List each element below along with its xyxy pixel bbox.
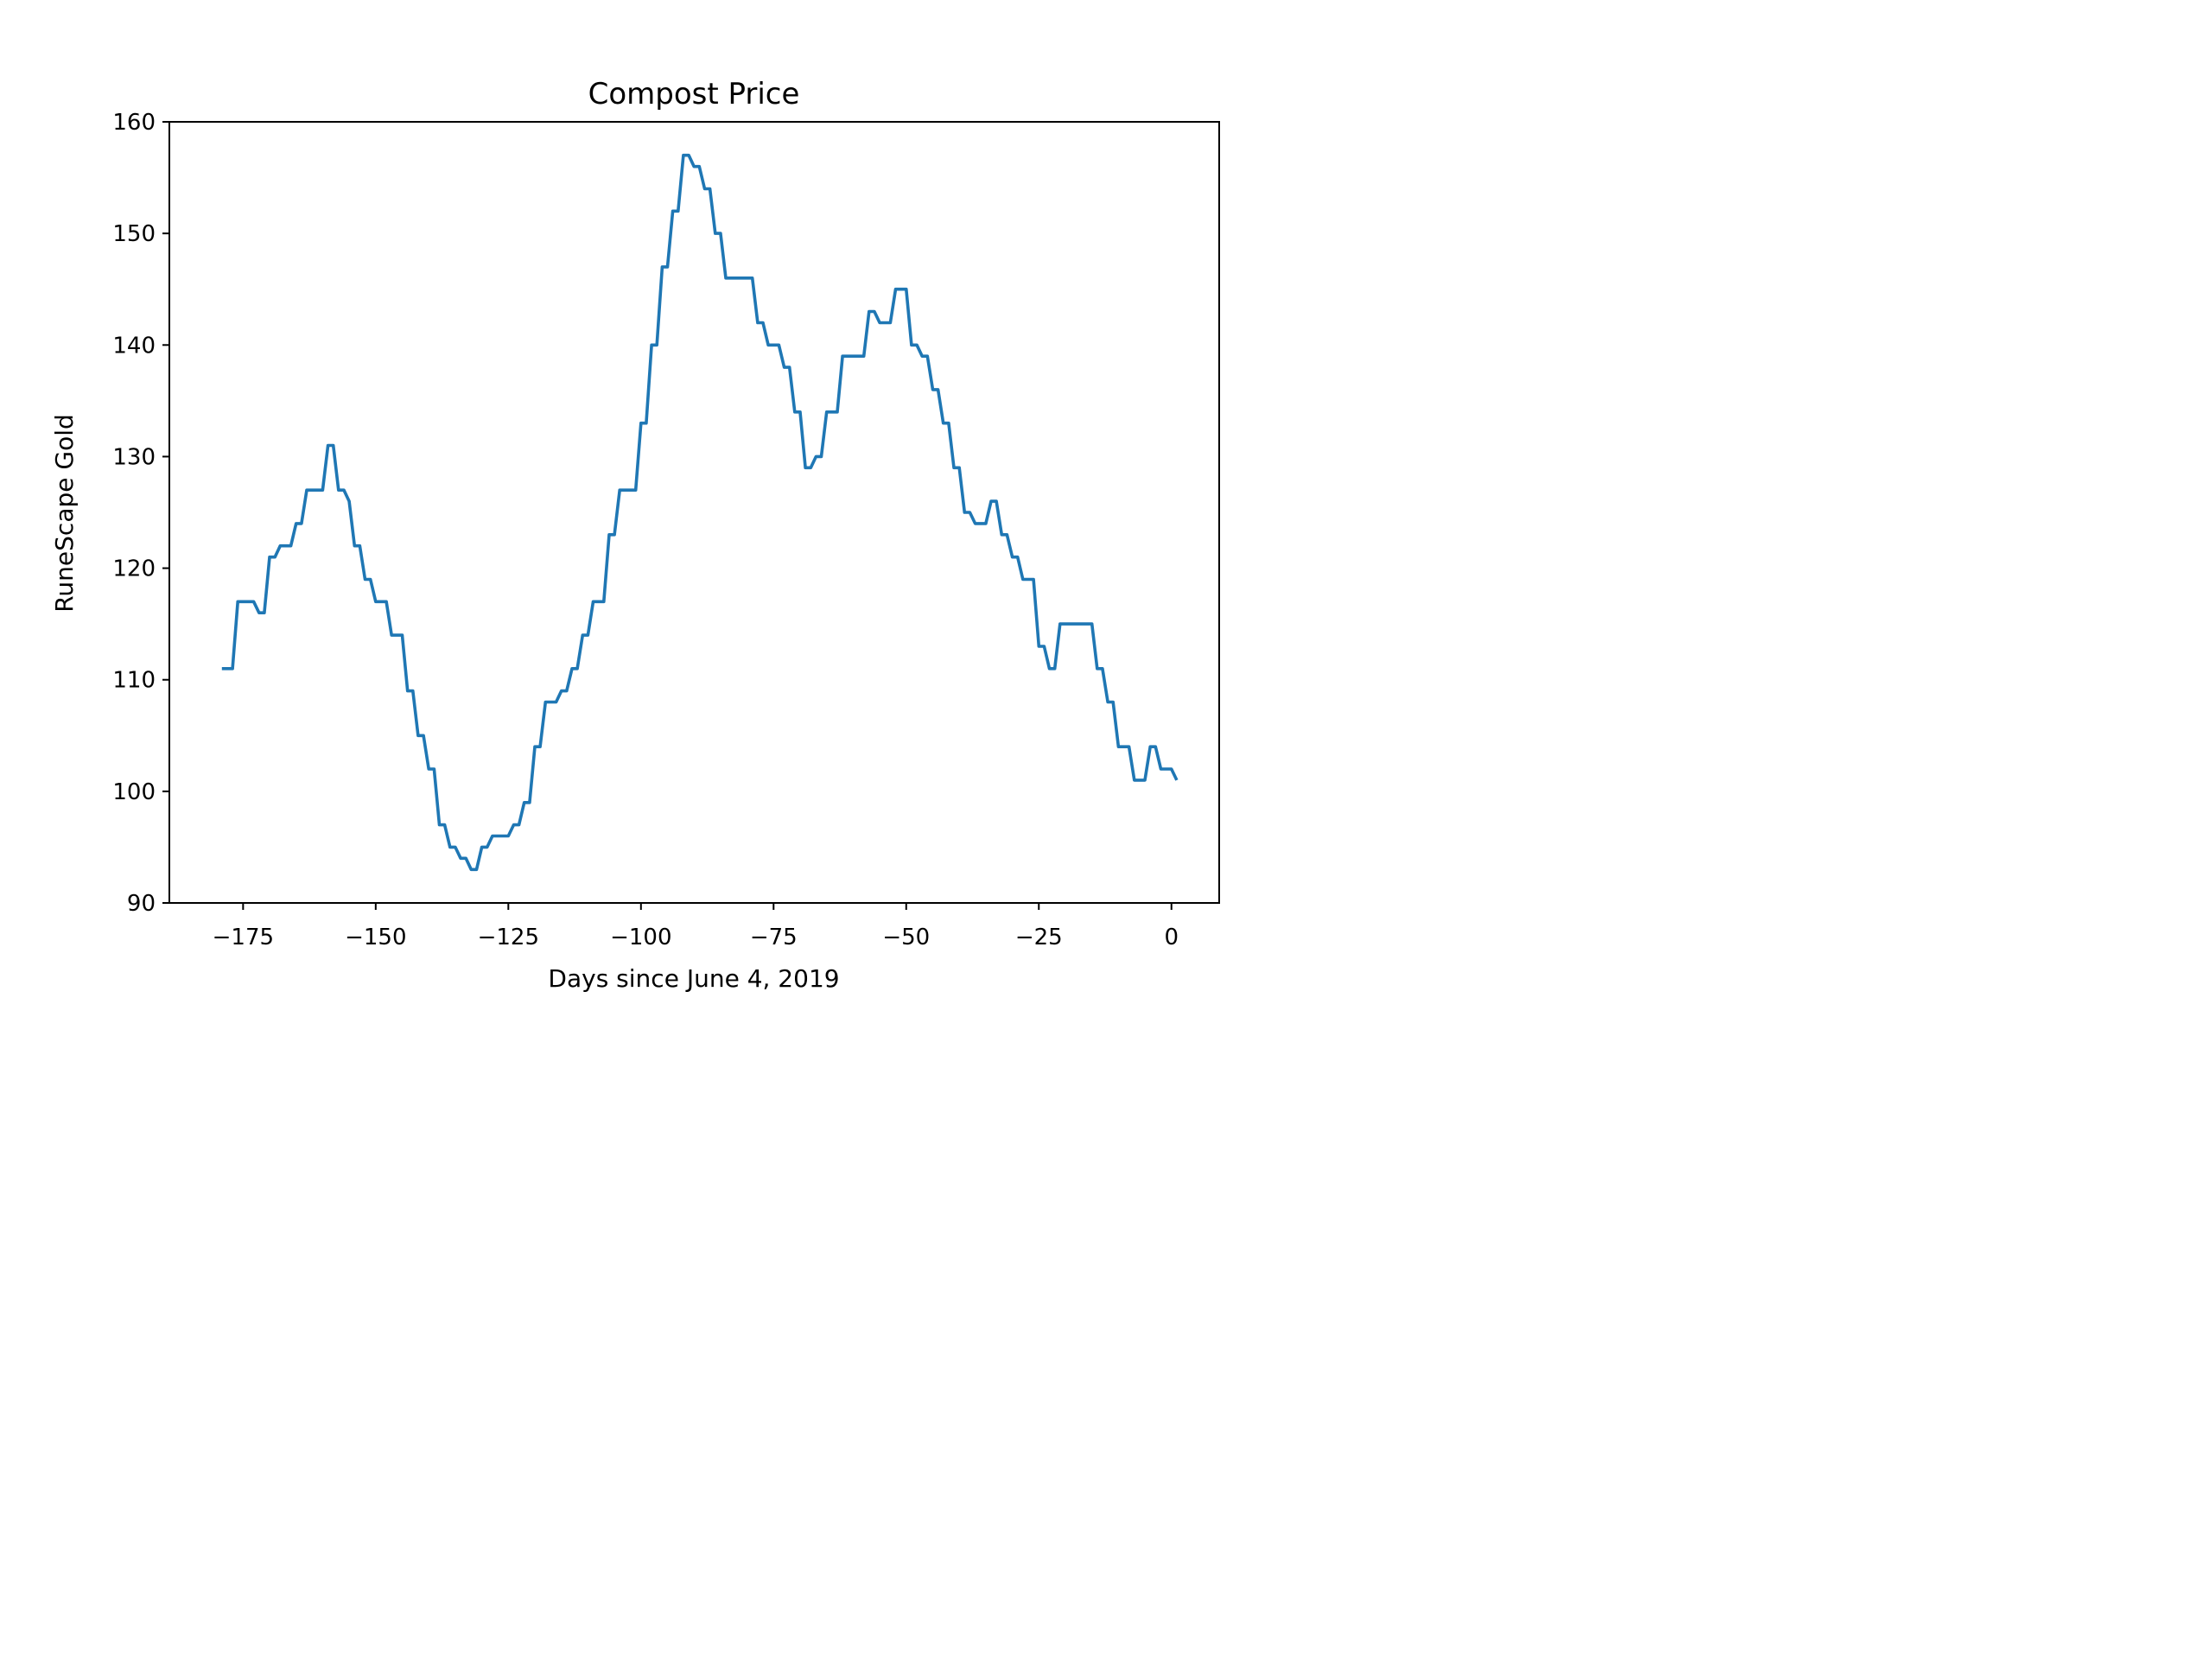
y-axis-label: RuneScape Gold <box>50 414 79 613</box>
x-tick-label: −125 <box>478 925 539 950</box>
y-tick-label: 140 <box>112 333 156 359</box>
y-tick-label: 150 <box>112 221 156 247</box>
series-line <box>221 153 1179 872</box>
y-tick-label: 110 <box>112 668 156 694</box>
y-tick-label: 160 <box>112 110 156 136</box>
plot-frame <box>168 121 1220 904</box>
y-tick-label: 90 <box>127 891 156 917</box>
plot-data <box>221 153 1179 872</box>
x-axis-label: Days since June 4, 2019 <box>548 964 839 993</box>
chart: Compost Price −175 −150 −125 −100 −75 −50 −25 0… <box>0 0 1336 1002</box>
y-tick-label: 120 <box>112 556 156 582</box>
x-tick-label: −100 <box>610 925 671 950</box>
x-tick-label: −75 <box>750 925 798 950</box>
x-tick-label: 0 <box>1164 925 1179 950</box>
figure-background <box>0 0 1336 1002</box>
chart-title: Compost Price <box>588 77 800 111</box>
x-tick-label: −25 <box>1015 925 1063 950</box>
y-axis: 90 100 110 120 130 140 150 160 <box>112 110 169 917</box>
x-tick-label: −150 <box>345 925 406 950</box>
x-tick-label: −50 <box>882 925 930 950</box>
chart-svg: Compost Price −175 −150 −125 −100 −75 −50 −25 0… <box>0 0 1336 1002</box>
y-tick-label: 130 <box>112 444 156 470</box>
x-axis: −175 −150 −125 −100 −75 −50 −25 0 <box>213 903 1179 950</box>
x-tick-label: −175 <box>213 925 274 950</box>
y-tick-label: 100 <box>112 779 156 805</box>
